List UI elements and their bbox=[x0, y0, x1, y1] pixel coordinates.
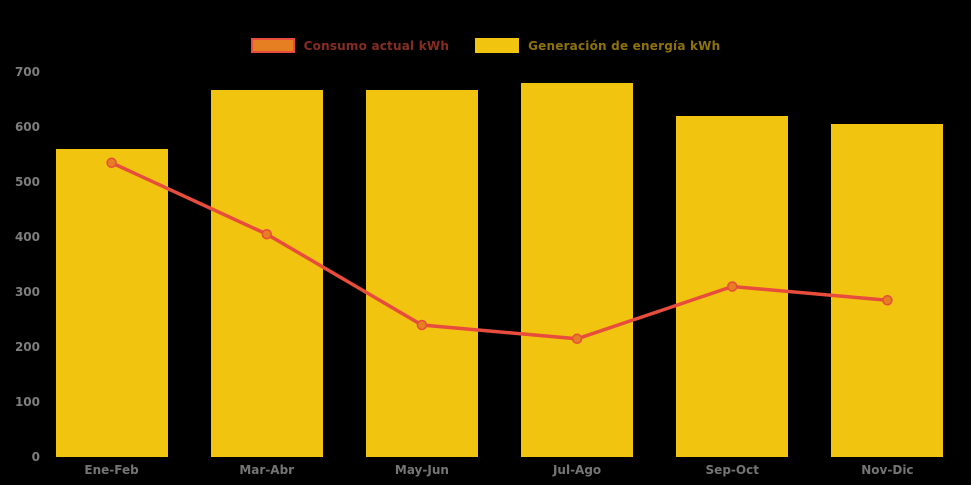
bar-Ene-Feb[interactable] bbox=[55, 149, 168, 457]
y-tick-label: 200 bbox=[14, 340, 40, 354]
data-point-Sep-Oct[interactable] bbox=[727, 281, 738, 292]
chart-legend: Consumo actual kWh Generación de energía … bbox=[0, 38, 971, 53]
bar-Jul-Ago[interactable] bbox=[521, 83, 634, 457]
x-category-label: Ene-Feb bbox=[84, 463, 139, 477]
x-category-label: May-Jun bbox=[394, 463, 449, 477]
y-tick-label: 700 bbox=[14, 65, 40, 79]
data-point-May-Jun[interactable] bbox=[416, 319, 428, 331]
data-point-Nov-Dic[interactable] bbox=[882, 295, 893, 306]
x-category-label: Sep-Oct bbox=[705, 463, 759, 477]
legend-item-generation[interactable]: Generación de energía kWh bbox=[475, 38, 720, 53]
legend-label: Consumo actual kWh bbox=[303, 38, 450, 53]
bar-Mar-Abr[interactable] bbox=[210, 89, 323, 457]
y-tick-label: 600 bbox=[14, 120, 40, 134]
y-tick-label: 0 bbox=[31, 450, 40, 464]
bar-May-Jun[interactable] bbox=[365, 89, 478, 457]
data-point-Jul-Ago[interactable] bbox=[571, 333, 583, 345]
x-category-label: Jul-Ago bbox=[552, 463, 602, 477]
consumption-line bbox=[110, 161, 888, 341]
legend-label: Generación de energía kWh bbox=[528, 38, 721, 53]
data-point-Mar-Abr[interactable] bbox=[261, 228, 273, 240]
y-tick-label: 300 bbox=[14, 285, 40, 299]
x-category-label: Mar-Abr bbox=[239, 463, 295, 477]
legend-swatch-icon bbox=[250, 38, 295, 53]
y-tick-label: 500 bbox=[14, 175, 40, 189]
legend-swatch-icon bbox=[475, 38, 520, 53]
data-point-Ene-Feb[interactable] bbox=[106, 157, 117, 169]
y-tick-label: 100 bbox=[14, 395, 40, 409]
y-tick-label: 400 bbox=[14, 230, 40, 244]
bar-Nov-Dic[interactable] bbox=[831, 124, 944, 457]
legend-item-consumption[interactable]: Consumo actual kWh bbox=[250, 38, 450, 53]
x-category-label: Nov-Dic bbox=[861, 463, 914, 477]
